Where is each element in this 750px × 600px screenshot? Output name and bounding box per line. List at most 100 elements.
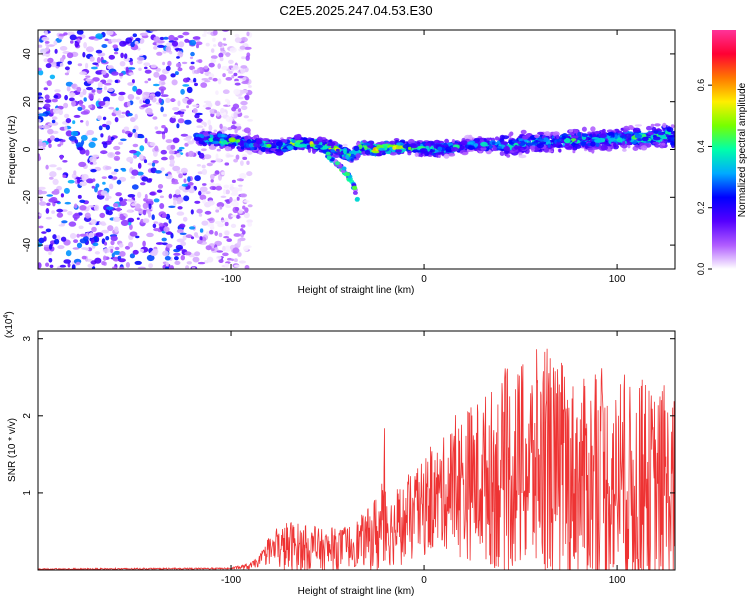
- noise-cell: [88, 232, 95, 239]
- ridge-cell: [425, 145, 430, 149]
- ridge-cell: [445, 146, 452, 152]
- noise-cell: [118, 72, 124, 77]
- noise-cell: [47, 44, 55, 47]
- noise-cell: [129, 253, 135, 259]
- noise-cell: [231, 121, 237, 125]
- noise-cell: [110, 248, 114, 254]
- noise-cell: [201, 168, 208, 175]
- noise-cell: [153, 71, 160, 78]
- noise-cell: [194, 251, 201, 257]
- ridge-cell: [306, 144, 310, 150]
- noise-cell: [81, 173, 89, 180]
- noise-cell: [183, 137, 191, 141]
- noise-cell: [233, 233, 241, 237]
- noise-cell: [179, 232, 187, 235]
- ridge-cell: [599, 133, 607, 138]
- noise-cell: [69, 92, 76, 98]
- ridge-cell: [248, 143, 254, 148]
- branch-cell: [345, 172, 350, 177]
- ridge-cell: [647, 132, 655, 135]
- noise-cell: [243, 115, 249, 119]
- noise-cell: [110, 38, 118, 43]
- noise-cell: [44, 94, 50, 100]
- noise-cell: [199, 228, 204, 233]
- ridge-cell: [429, 149, 435, 153]
- noise-cell: [123, 198, 128, 202]
- ridge-cell: [666, 127, 674, 133]
- noise-cell: [76, 30, 84, 35]
- noise-cell: [210, 55, 218, 59]
- noise-cell: [63, 187, 70, 194]
- noise-cell: [95, 183, 100, 188]
- figure-title: C2E5.2025.247.04.53.E30: [279, 3, 432, 18]
- noise-cell: [45, 216, 53, 220]
- noise-cell: [102, 255, 107, 261]
- noise-cell: [45, 107, 51, 111]
- ridge-cell: [235, 139, 241, 143]
- noise-cell: [90, 66, 98, 70]
- noise-cell: [225, 205, 232, 209]
- noise-cell: [194, 82, 198, 87]
- noise-cell: [80, 134, 88, 141]
- snr-x-axis-label: Height of straight line (km): [298, 586, 415, 597]
- ridge-cell: [520, 147, 524, 150]
- noise-cell: [38, 119, 42, 123]
- noise-cell: [114, 151, 121, 155]
- noise-cell: [72, 247, 80, 250]
- noise-cell: [118, 258, 126, 263]
- noise-cell: [214, 231, 218, 236]
- noise-cell: [119, 61, 126, 67]
- noise-cell: [144, 69, 152, 74]
- noise-cell: [86, 46, 94, 53]
- noise-cell: [240, 65, 248, 69]
- noise-cell: [99, 212, 106, 219]
- noise-cell: [193, 77, 197, 83]
- noise-cell: [224, 162, 230, 166]
- noise-cell: [113, 250, 121, 255]
- noise-cell: [197, 261, 206, 265]
- ridge-cell: [424, 142, 431, 146]
- noise-cell: [234, 82, 241, 86]
- snr-y-ticks: 1 2 3: [22, 335, 675, 496]
- noise-cell: [135, 96, 140, 100]
- noise-cell: [215, 153, 219, 160]
- ridge-cell: [506, 154, 511, 158]
- noise-cell: [142, 218, 150, 224]
- noise-cell: [157, 184, 164, 189]
- noise-cell: [73, 203, 78, 209]
- noise-cell: [39, 201, 47, 206]
- noise-cell: [230, 223, 237, 228]
- noise-cell: [184, 251, 192, 256]
- noise-cell: [75, 142, 84, 148]
- ridge-cell: [480, 141, 488, 147]
- noise-cell: [75, 261, 81, 266]
- noise-cell: [196, 239, 203, 244]
- noise-cell: [201, 164, 206, 169]
- noise-cell: [82, 51, 86, 58]
- noise-cell: [212, 186, 216, 190]
- ridge-cell: [467, 145, 475, 150]
- noise-cell: [142, 209, 147, 216]
- colorbar: 0.0 0.2 0.4 0.6 Normalized spectral amplitu…: [696, 30, 748, 275]
- noise-cell: [220, 107, 225, 114]
- noise-cell: [104, 197, 109, 201]
- noise-cell: [48, 143, 52, 149]
- snr-y-tick-label: 2: [22, 413, 33, 419]
- branch-cell: [354, 196, 360, 201]
- ridge-cell: [335, 148, 340, 152]
- noise-cell: [243, 212, 250, 219]
- noise-cell: [152, 223, 157, 229]
- noise-cell: [210, 222, 214, 229]
- noise-cell: [173, 199, 177, 206]
- noise-cell: [103, 86, 108, 91]
- noise-cell: [238, 260, 246, 264]
- noise-cell: [130, 117, 136, 123]
- noise-cell: [80, 111, 89, 115]
- ridge-cell: [295, 139, 304, 143]
- noise-cell: [131, 169, 139, 176]
- noise-cell: [164, 255, 171, 261]
- noise-cell: [227, 257, 232, 261]
- ridge-cell: [286, 136, 293, 140]
- ridge-cell: [654, 123, 661, 127]
- noise-cell: [83, 42, 87, 49]
